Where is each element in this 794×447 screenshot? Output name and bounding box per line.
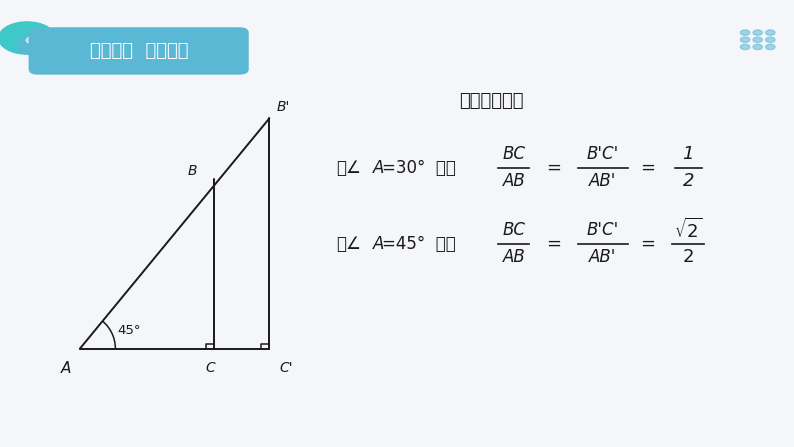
Circle shape [740,37,750,42]
Text: 1: 1 [683,145,694,163]
Text: B'C': B'C' [587,145,619,163]
Text: BC: BC [503,221,526,239]
Circle shape [765,37,775,42]
Text: 当∠: 当∠ [337,235,361,253]
Text: A: A [60,361,71,376]
Circle shape [740,30,750,35]
Circle shape [0,22,56,54]
Circle shape [753,44,762,50]
Text: =30°  时，: =30° 时， [382,159,456,177]
Text: 45°: 45° [117,324,141,337]
Text: AB: AB [503,248,526,266]
Text: =: = [545,235,561,253]
Circle shape [17,34,56,55]
Text: 由经验可得：: 由经验可得： [459,92,523,110]
Text: 合作学习  感悟新知: 合作学习 感悟新知 [90,42,188,59]
Text: =45°  时，: =45° 时， [382,235,456,253]
Circle shape [765,44,775,50]
Circle shape [753,30,762,35]
Text: C': C' [279,361,294,375]
Text: AB: AB [503,172,526,190]
Text: AB': AB' [589,248,617,266]
Text: =: = [641,159,656,177]
Text: C: C [205,361,215,375]
Text: AB': AB' [589,172,617,190]
FancyBboxPatch shape [29,27,249,75]
Text: A: A [372,159,384,177]
Circle shape [26,37,39,44]
Text: BC: BC [503,145,526,163]
Text: A: A [372,235,384,253]
Text: 2: 2 [683,248,694,266]
Text: 2: 2 [683,172,694,190]
Circle shape [753,37,762,42]
Text: =: = [641,235,656,253]
Text: B: B [187,164,197,178]
Text: B': B' [277,100,290,114]
Text: B'C': B'C' [587,221,619,239]
Circle shape [765,30,775,35]
Circle shape [740,44,750,50]
Text: $\sqrt{2}$: $\sqrt{2}$ [674,218,703,242]
Text: 当∠: 当∠ [337,159,361,177]
Text: =: = [545,159,561,177]
